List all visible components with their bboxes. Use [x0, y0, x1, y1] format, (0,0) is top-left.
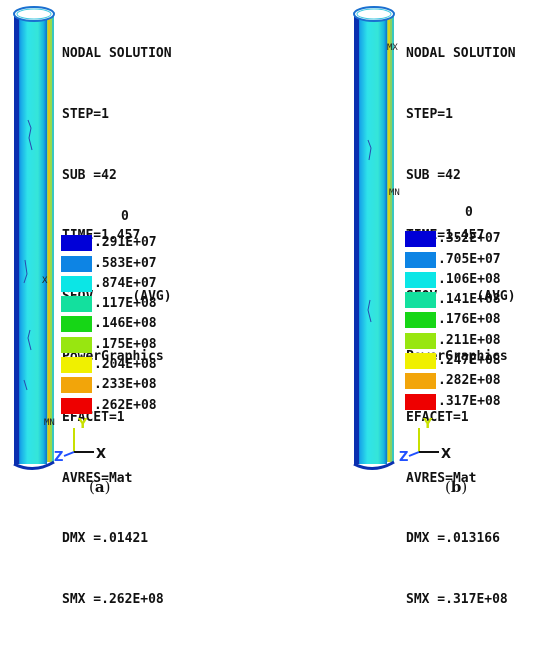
caption-paren: (: [89, 478, 95, 496]
legend-value: .282E+08: [438, 373, 501, 389]
info-line: DMX =.013166: [406, 531, 500, 547]
legend-value: .317E+08: [438, 393, 501, 409]
info-line: DMX =.01421: [62, 531, 149, 547]
legend-value: .176E+08: [438, 312, 501, 328]
legend-swatch: [405, 312, 436, 329]
info-line: AVRES=Mat: [62, 470, 133, 486]
min-marker-b: MN: [389, 188, 400, 198]
legend-value: .583E+07: [94, 255, 157, 271]
legend-swatch: [61, 316, 92, 333]
info-line: NODAL SOLUTION: [62, 46, 172, 62]
axis-triad-a: Y X Z: [54, 417, 106, 464]
legend-value: .291E+07: [94, 235, 157, 251]
axis-x-label: X: [441, 447, 451, 462]
legend-value: .106E+08: [438, 271, 501, 287]
caption-label: b: [450, 478, 462, 496]
info-line: SMX =.262E+08: [62, 591, 164, 607]
legend-value: .146E+08: [94, 316, 157, 332]
axis-y-label: Y: [77, 417, 88, 432]
legend-swatch: [61, 397, 92, 414]
info-line: NODAL SOLUTION: [406, 46, 516, 62]
legend-swatch: [61, 357, 92, 374]
caption-paren: ): [104, 478, 111, 496]
caption-label: a: [94, 478, 105, 496]
info-line: SUB =42: [62, 167, 117, 183]
legend-swatch: [405, 292, 436, 309]
legend-value: .211E+08: [438, 332, 501, 348]
caption-b: (b): [445, 478, 467, 496]
axis-y-label: Y: [422, 417, 433, 432]
info-line: EFACET=1: [62, 409, 125, 425]
pipe-model-a: [13, 6, 55, 470]
legend-swatch: [405, 231, 436, 248]
legend-value: .204E+08: [94, 357, 157, 373]
legend-value: .874E+07: [94, 275, 157, 291]
caption-paren: (: [445, 478, 451, 496]
axis-x-label: X: [96, 447, 106, 462]
legend-value: 0: [121, 209, 129, 224]
panel-a: X MN NODAL SOLUTION STEP=1 SUB =42 TIME=…: [0, 0, 275, 607]
legend-value: .233E+08: [94, 377, 157, 393]
legend-value: .352E+07: [438, 231, 501, 247]
legend-value: .117E+08: [94, 296, 157, 312]
legend-value: .175E+08: [94, 336, 157, 352]
legend-swatch: [405, 393, 436, 410]
caption-paren: ): [461, 478, 468, 496]
legend-swatch: [405, 271, 436, 288]
legend-swatch: [405, 353, 436, 370]
legend-swatch: [405, 251, 436, 268]
legend-value: .705E+07: [438, 251, 501, 267]
legend-swatch: [405, 373, 436, 390]
legend-swatch: [61, 235, 92, 252]
info-line: STEP=1: [406, 107, 453, 122]
legend-swatch: [61, 296, 92, 313]
legend-value: .141E+08: [438, 292, 501, 308]
info-line: AVRES=Mat: [406, 470, 477, 486]
axis-z-label: Z: [54, 450, 63, 464]
legend-swatch: [61, 275, 92, 292]
legend-value: .262E+08: [94, 397, 157, 413]
legend-swatch: [61, 255, 92, 272]
panel-b: MX MN NODAL SOLUTION STEP=1 SUB =42 TIME…: [275, 0, 550, 607]
info-line: SMX =.317E+08: [406, 591, 508, 607]
legend-swatch: [61, 336, 92, 353]
legend-swatch: [405, 332, 436, 349]
axis-triad-b: Y X Z: [399, 417, 451, 464]
min-marker-a: MN: [44, 418, 55, 428]
legend-swatch: [61, 377, 92, 394]
caption-a: (a): [89, 478, 110, 496]
legend-value: .247E+08: [438, 353, 501, 369]
info-line: STEP=1: [62, 107, 109, 122]
max-marker-b: MX: [387, 43, 398, 53]
info-line: EFACET=1: [406, 409, 469, 425]
legend-value: 0: [465, 205, 473, 220]
axis-z-label: Z: [399, 450, 408, 464]
info-line: SUB =42: [406, 167, 461, 183]
pipe-model-b: [353, 6, 395, 470]
max-marker-a: X: [42, 276, 48, 286]
